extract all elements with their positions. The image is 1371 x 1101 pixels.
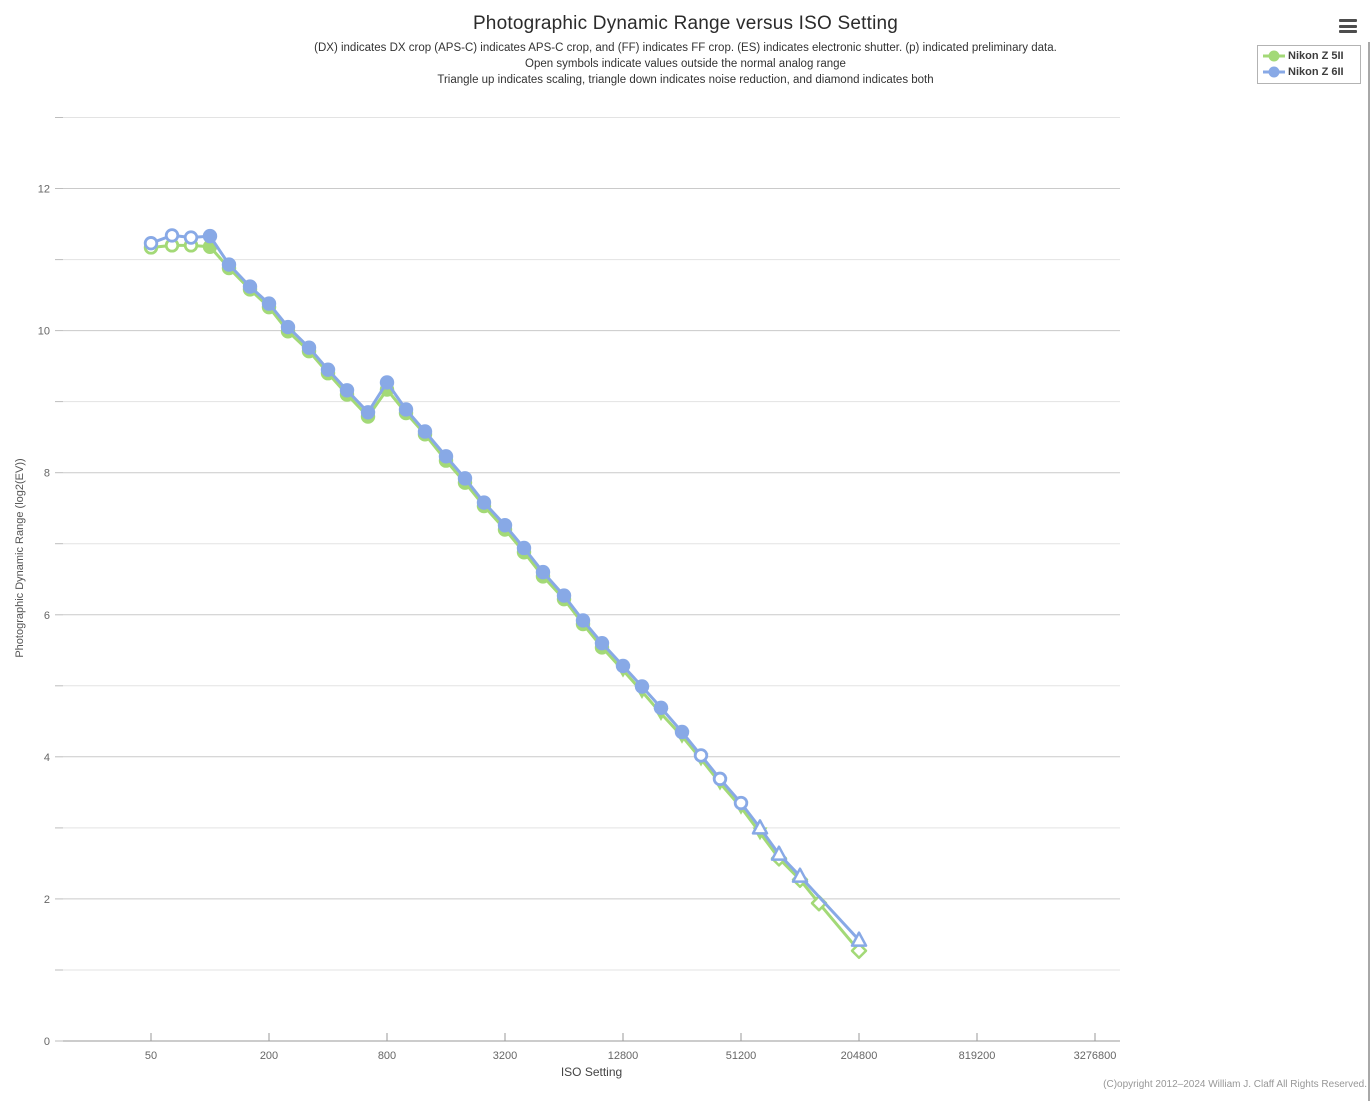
data-point-marker[interactable]: [653, 700, 669, 716]
data-point-marker[interactable]: [242, 279, 258, 294]
data-point-marker[interactable]: [202, 228, 218, 244]
gridlines: [55, 117, 1120, 1042]
data-point-marker[interactable]: [556, 588, 572, 603]
data-point-marker[interactable]: [360, 405, 376, 420]
svg-text:204800: 204800: [841, 1050, 878, 1062]
data-point-marker[interactable]: [221, 257, 237, 272]
data-point-marker[interactable]: [183, 230, 199, 245]
svg-text:50: 50: [145, 1050, 157, 1062]
chart-title: Photographic Dynamic Range versus ISO Se…: [472, 13, 899, 34]
hamburger-icon: [1339, 30, 1357, 33]
svg-text:3200: 3200: [493, 1050, 517, 1062]
data-point-marker[interactable]: [280, 319, 296, 335]
series-marker-icon: [1263, 66, 1285, 78]
svg-text:6: 6: [44, 610, 50, 622]
svg-text:0: 0: [44, 1036, 50, 1048]
chart-context-menu-button[interactable]: [1339, 19, 1357, 33]
svg-text:819200: 819200: [959, 1050, 996, 1062]
series-nikon-z-6ii: [143, 228, 868, 947]
data-point-marker[interactable]: [398, 402, 414, 417]
data-point-marker[interactable]: [615, 658, 631, 674]
data-point-marker[interactable]: [261, 296, 277, 311]
series-nikon-z-5ii: [143, 238, 868, 960]
data-point-marker[interactable]: [438, 449, 454, 464]
data-point-marker[interactable]: [733, 795, 749, 811]
svg-text:4: 4: [44, 752, 50, 764]
legend: Nikon Z 5II Nikon Z 6II: [1257, 45, 1361, 84]
data-point-marker[interactable]: [457, 471, 473, 486]
svg-text:3276800: 3276800: [1074, 1050, 1117, 1062]
svg-text:12: 12: [38, 184, 50, 196]
data-point-marker[interactable]: [791, 867, 809, 883]
data-point-marker[interactable]: [320, 362, 336, 377]
data-point-marker[interactable]: [379, 375, 395, 390]
copyright-text: (C)opyright 2012–2024 William J. Claff A…: [1103, 1079, 1367, 1090]
scrollbar[interactable]: [1368, 42, 1370, 1101]
data-point-marker[interactable]: [594, 635, 610, 651]
svg-text:8: 8: [44, 468, 50, 480]
svg-text:200: 200: [260, 1050, 278, 1062]
hamburger-icon: [1339, 19, 1357, 22]
data-point-marker[interactable]: [634, 679, 650, 694]
hamburger-icon: [1339, 24, 1357, 28]
data-point-marker[interactable]: [712, 771, 728, 787]
data-point-marker[interactable]: [535, 564, 551, 580]
chart-subtitle-line-3: Triangle up indicates scaling, triangle …: [437, 74, 934, 86]
svg-text:51200: 51200: [726, 1050, 757, 1062]
data-point-marker[interactable]: [770, 845, 788, 861]
y-axis-tick-labels: 0 2 4 6 8 10 12: [38, 184, 50, 1049]
data-point-marker[interactable]: [850, 931, 868, 947]
data-point-marker[interactable]: [850, 942, 868, 960]
x-axis-title: ISO Setting: [560, 1065, 623, 1079]
data-point-marker[interactable]: [575, 613, 591, 628]
svg-text:2: 2: [44, 894, 50, 906]
y-axis-title: Photographic Dynamic Range (log2(EV)): [14, 458, 26, 658]
legend-label: Nikon Z 6II: [1288, 66, 1344, 78]
legend-label: Nikon Z 5II: [1288, 50, 1344, 62]
data-point-marker[interactable]: [301, 340, 317, 355]
data-point-marker[interactable]: [143, 236, 159, 251]
data-point-marker[interactable]: [693, 748, 709, 763]
legend-item-nikon-z-5ii[interactable]: Nikon Z 5II: [1258, 48, 1360, 64]
data-point-marker[interactable]: [674, 724, 690, 740]
data-point-marker[interactable]: [339, 383, 355, 398]
data-point-marker[interactable]: [476, 495, 492, 510]
x-axis-tick-labels: 50 200 800 3200 12800 51200 204800 819200 327680…: [145, 1033, 1117, 1062]
data-point-marker[interactable]: [497, 518, 513, 533]
data-point-marker[interactable]: [516, 540, 532, 556]
chart-subtitle-line-2: Open symbols indicate values outside the…: [525, 58, 846, 70]
svg-text:10: 10: [38, 326, 50, 338]
data-point-marker[interactable]: [751, 819, 769, 835]
series-marker-icon: [1263, 50, 1285, 62]
data-point-marker[interactable]: [417, 424, 433, 439]
legend-item-nikon-z-6ii[interactable]: Nikon Z 6II: [1258, 64, 1360, 80]
svg-text:800: 800: [378, 1050, 396, 1062]
svg-text:12800: 12800: [608, 1050, 639, 1062]
data-point-marker[interactable]: [164, 228, 180, 243]
chart-subtitle-line-1: (DX) indicates DX crop (APS-C) indicates…: [314, 42, 1057, 54]
